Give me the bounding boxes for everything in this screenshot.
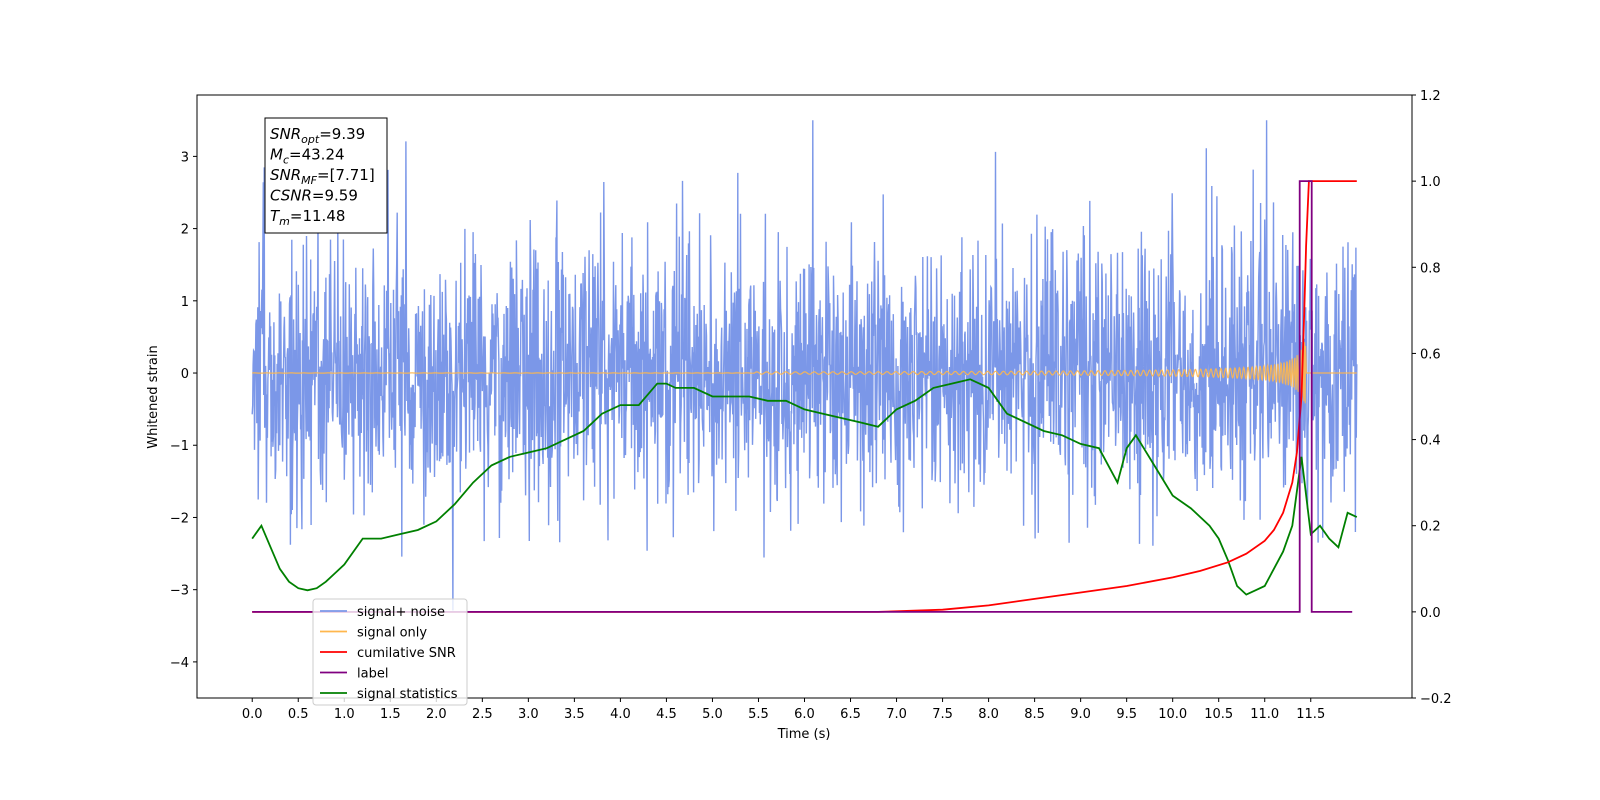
x-tick-label: 7.0 [886, 707, 907, 722]
x-tick-label: 0.5 [288, 707, 309, 722]
annotation-line: Mc=43.24 [270, 146, 345, 167]
annotation-box: SNRopt=9.39Mc=43.24SNRMF=[7.71]CSNR=9.59… [264, 117, 388, 234]
x-tick-label: 2.0 [426, 707, 447, 722]
y-right-tick-label: 0.4 [1420, 434, 1441, 449]
x-tick-label: 3.0 [518, 707, 539, 722]
series-signal-noise [251, 120, 1358, 611]
y-tick-label: −4 [170, 656, 189, 671]
x-tick-label: 3.5 [564, 707, 585, 722]
legend-label: label [357, 667, 388, 682]
x-tick-label: 7.5 [932, 707, 953, 722]
x-tick-label: 6.5 [840, 707, 861, 722]
x-tick-label: 4.0 [610, 707, 631, 722]
x-tick-label: 1.5 [380, 707, 401, 722]
x-tick-label: 11.0 [1250, 707, 1279, 722]
x-tick-label: 9.0 [1070, 707, 1091, 722]
annotation-line: CSNR=9.59 [270, 187, 358, 205]
annotation-line: SNRMF=[7.71] [270, 166, 375, 187]
y-tick-label: 0 [181, 367, 189, 382]
annotation-line: Tm=11.48 [270, 207, 345, 228]
y-tick-label: −1 [170, 439, 189, 454]
series-signal-statistics [251, 378, 1358, 596]
y-right-tick-label: 0.2 [1420, 520, 1441, 535]
y-right-tick-label: 0.0 [1420, 606, 1441, 621]
y-tick-label: −3 [170, 584, 189, 599]
legend: signal+ noise signal only cumilative SNR la… [312, 598, 468, 706]
legend-label: signal statistics [357, 687, 458, 702]
y-tick-label: 2 [181, 223, 189, 238]
series-label [252, 180, 1353, 613]
y-right-tick-label: 0.6 [1420, 347, 1441, 362]
x-tick-label: 6.0 [794, 707, 815, 722]
x-tick-label: 8.5 [1024, 707, 1045, 722]
y-axis-label: Whitened strain [146, 345, 161, 448]
x-tick-label: 10.5 [1204, 707, 1233, 722]
x-tick-label: 8.0 [978, 707, 999, 722]
legend-label: signal+ noise [357, 605, 445, 620]
x-tick-label: 5.0 [702, 707, 723, 722]
x-tick-label: 4.5 [656, 707, 677, 722]
y-right-tick-label: −0.2 [1420, 692, 1452, 707]
x-tick-label: 5.5 [748, 707, 769, 722]
legend-label: signal only [357, 626, 427, 641]
y-tick-label: 1 [181, 295, 189, 310]
x-tick-label: 10.0 [1158, 707, 1187, 722]
x-tick-label: 9.5 [1116, 707, 1137, 722]
axes: 0.0 0.5 1.0 1.5 2.0 2.5 3.0 3.5 4.0 4.5 5.0 5.5 6.0 6… [170, 89, 1452, 722]
x-tick-label: 11.5 [1296, 707, 1325, 722]
series-signal-only [252, 342, 1357, 404]
series-cumulative-snr [252, 180, 1357, 613]
annotation-line: SNRopt=9.39 [270, 125, 365, 146]
plot-area [251, 120, 1358, 613]
x-tick-label: 1.0 [334, 707, 355, 722]
x-tick-label: 0.0 [242, 707, 263, 722]
legend-label: cumilative SNR [357, 646, 456, 661]
y-tick-label: 3 [181, 150, 189, 165]
x-tick-label: 2.5 [472, 707, 493, 722]
x-axis-label: Time (s) [777, 727, 831, 742]
y-right-tick-label: 1.0 [1420, 175, 1441, 190]
y-tick-label: −2 [170, 511, 189, 526]
y-right-tick-label: 1.2 [1420, 89, 1441, 104]
y-right-tick-label: 0.8 [1420, 261, 1441, 276]
